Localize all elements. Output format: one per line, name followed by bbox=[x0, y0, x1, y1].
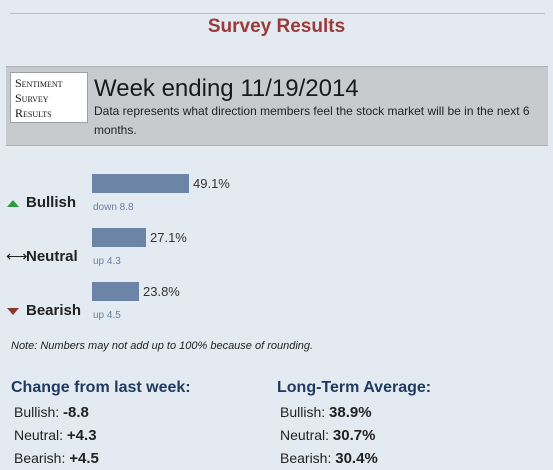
rounding-note: Note: Numbers may not add up to 100% bec… bbox=[11, 340, 314, 352]
sentiment-value-neutral: 27.1% bbox=[150, 230, 187, 245]
average-label: Bullish: bbox=[280, 404, 326, 420]
double-arrow-icon: ⟷ bbox=[6, 248, 28, 265]
average-heading: Long-Term Average: bbox=[277, 379, 432, 396]
arrow-down-icon bbox=[6, 302, 20, 319]
sentiment-change-bearish: up 4.5 bbox=[93, 310, 121, 321]
logo-line-2: Survey bbox=[15, 91, 49, 105]
change-from-last-week: Change from last week: Bullish: -8.8 Neu… bbox=[11, 379, 271, 470]
average-value: 30.4% bbox=[335, 450, 378, 467]
arrow-up-icon bbox=[6, 194, 20, 211]
long-term-average: Long-Term Average: Bullish: 38.9% Neutra… bbox=[277, 379, 537, 470]
change-value: +4.3 bbox=[66, 427, 97, 444]
logo-line-1: Sentiment bbox=[15, 76, 63, 90]
change-label: Bearish: bbox=[14, 450, 66, 466]
average-label: Bearish: bbox=[280, 450, 332, 466]
average-value: 30.7% bbox=[332, 427, 376, 444]
sentiment-value-bullish: 49.1% bbox=[193, 176, 230, 191]
week-description: Data represents what direction members f… bbox=[94, 104, 530, 137]
sentiment-bar-neutral bbox=[92, 228, 146, 247]
average-line-bearish: Bearish: 30.4% bbox=[277, 447, 537, 470]
sentiment-bar-bullish bbox=[92, 174, 189, 193]
sentiment-label-text: Bullish bbox=[26, 194, 77, 211]
sentiment-label-bearish: Bearish bbox=[6, 302, 81, 319]
sentiment-row-bearish: Bearish 23.8% up 4.5 bbox=[0, 282, 553, 332]
average-line-bullish: Bullish: 38.9% bbox=[277, 401, 537, 424]
sentiment-label-neutral: ⟷ Neutral bbox=[6, 248, 78, 265]
sentiment-survey-logo: Sentiment Survey Results bbox=[10, 72, 88, 123]
average-value: 38.9% bbox=[329, 404, 372, 421]
average-label: Neutral: bbox=[280, 427, 330, 443]
logo-line-3: Results bbox=[15, 106, 52, 120]
change-heading: Change from last week: bbox=[11, 379, 191, 396]
top-divider bbox=[10, 13, 545, 14]
week-title: Week ending 11/19/2014 bbox=[94, 75, 359, 102]
change-label: Bullish: bbox=[14, 404, 60, 420]
sentiment-change-bullish: down 8.8 bbox=[93, 202, 134, 213]
sentiment-change-neutral: up 4.3 bbox=[93, 256, 121, 267]
sentiment-label-text: Neutral bbox=[26, 248, 78, 265]
sentiment-value-bearish: 23.8% bbox=[143, 284, 180, 299]
sentiment-bar-bearish bbox=[92, 282, 139, 301]
change-value: -8.8 bbox=[63, 404, 89, 421]
change-line-bullish: Bullish: -8.8 bbox=[11, 401, 271, 424]
change-line-bearish: Bearish: +4.5 bbox=[11, 447, 271, 470]
sentiment-row-bullish: Bullish 49.1% down 8.8 bbox=[0, 174, 553, 224]
sentiment-row-neutral: ⟷ Neutral 27.1% up 4.3 bbox=[0, 228, 553, 278]
change-label: Neutral: bbox=[14, 427, 64, 443]
sentiment-label-bullish: Bullish bbox=[6, 194, 76, 211]
average-line-neutral: Neutral: 30.7% bbox=[277, 424, 537, 447]
survey-header: Sentiment Survey Results Week ending 11/… bbox=[6, 66, 548, 146]
change-line-neutral: Neutral: +4.3 bbox=[11, 424, 271, 447]
page-title: Survey Results bbox=[207, 16, 346, 37]
change-value: +4.5 bbox=[69, 450, 99, 467]
sentiment-label-text: Bearish bbox=[26, 302, 82, 319]
